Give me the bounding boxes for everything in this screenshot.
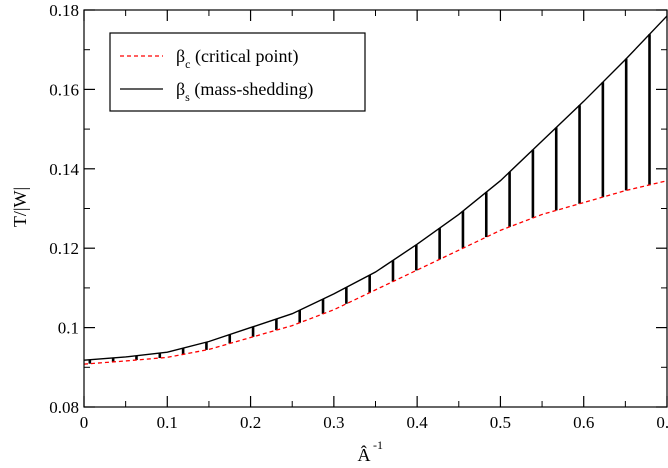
x-tick-label: 0.4 [407, 413, 429, 432]
x-tick-label: 0 [80, 413, 89, 432]
y-tick-label: 0.16 [49, 80, 79, 99]
x-tick-label: 0.6 [573, 413, 594, 432]
x-axis-label: Â -1 [358, 438, 384, 465]
series-line-c [83, 180, 668, 365]
x-axis-label-superscript: -1 [373, 438, 383, 452]
y-axis-label: T/|W| [10, 187, 30, 227]
y-tick-label: 0.08 [49, 398, 79, 417]
x-tick-label: 0.2 [240, 413, 261, 432]
x-tick-label: 0.7 [656, 413, 668, 432]
legend-label-c: βc (critical point) [176, 46, 298, 71]
x-tick-label: 0.3 [323, 413, 344, 432]
legend: βc (critical point) βs (mass-shedding) [109, 32, 366, 112]
y-tick-label: 0.14 [49, 160, 79, 179]
axis-ticks: 0 0.1 0.2 0.3 0.4 0.5 0.6 0.7 0.08 0.1 0.12 0.14 0.1… [49, 1, 668, 432]
y-tick-label: 0.1 [58, 319, 79, 338]
legend-box [109, 32, 366, 112]
y-tick-label: 0.18 [49, 1, 79, 20]
x-axis-label-text: Â [358, 444, 371, 465]
x-tick-label: 0.1 [157, 413, 178, 432]
series-lines [83, 15, 668, 365]
series-line-s [83, 15, 668, 361]
legend-label-s: βs (mass-shedding) [176, 79, 313, 104]
x-tick-label: 0.5 [490, 413, 511, 432]
y-tick-label: 0.12 [49, 239, 79, 258]
hatch-bars [88, 34, 651, 364]
